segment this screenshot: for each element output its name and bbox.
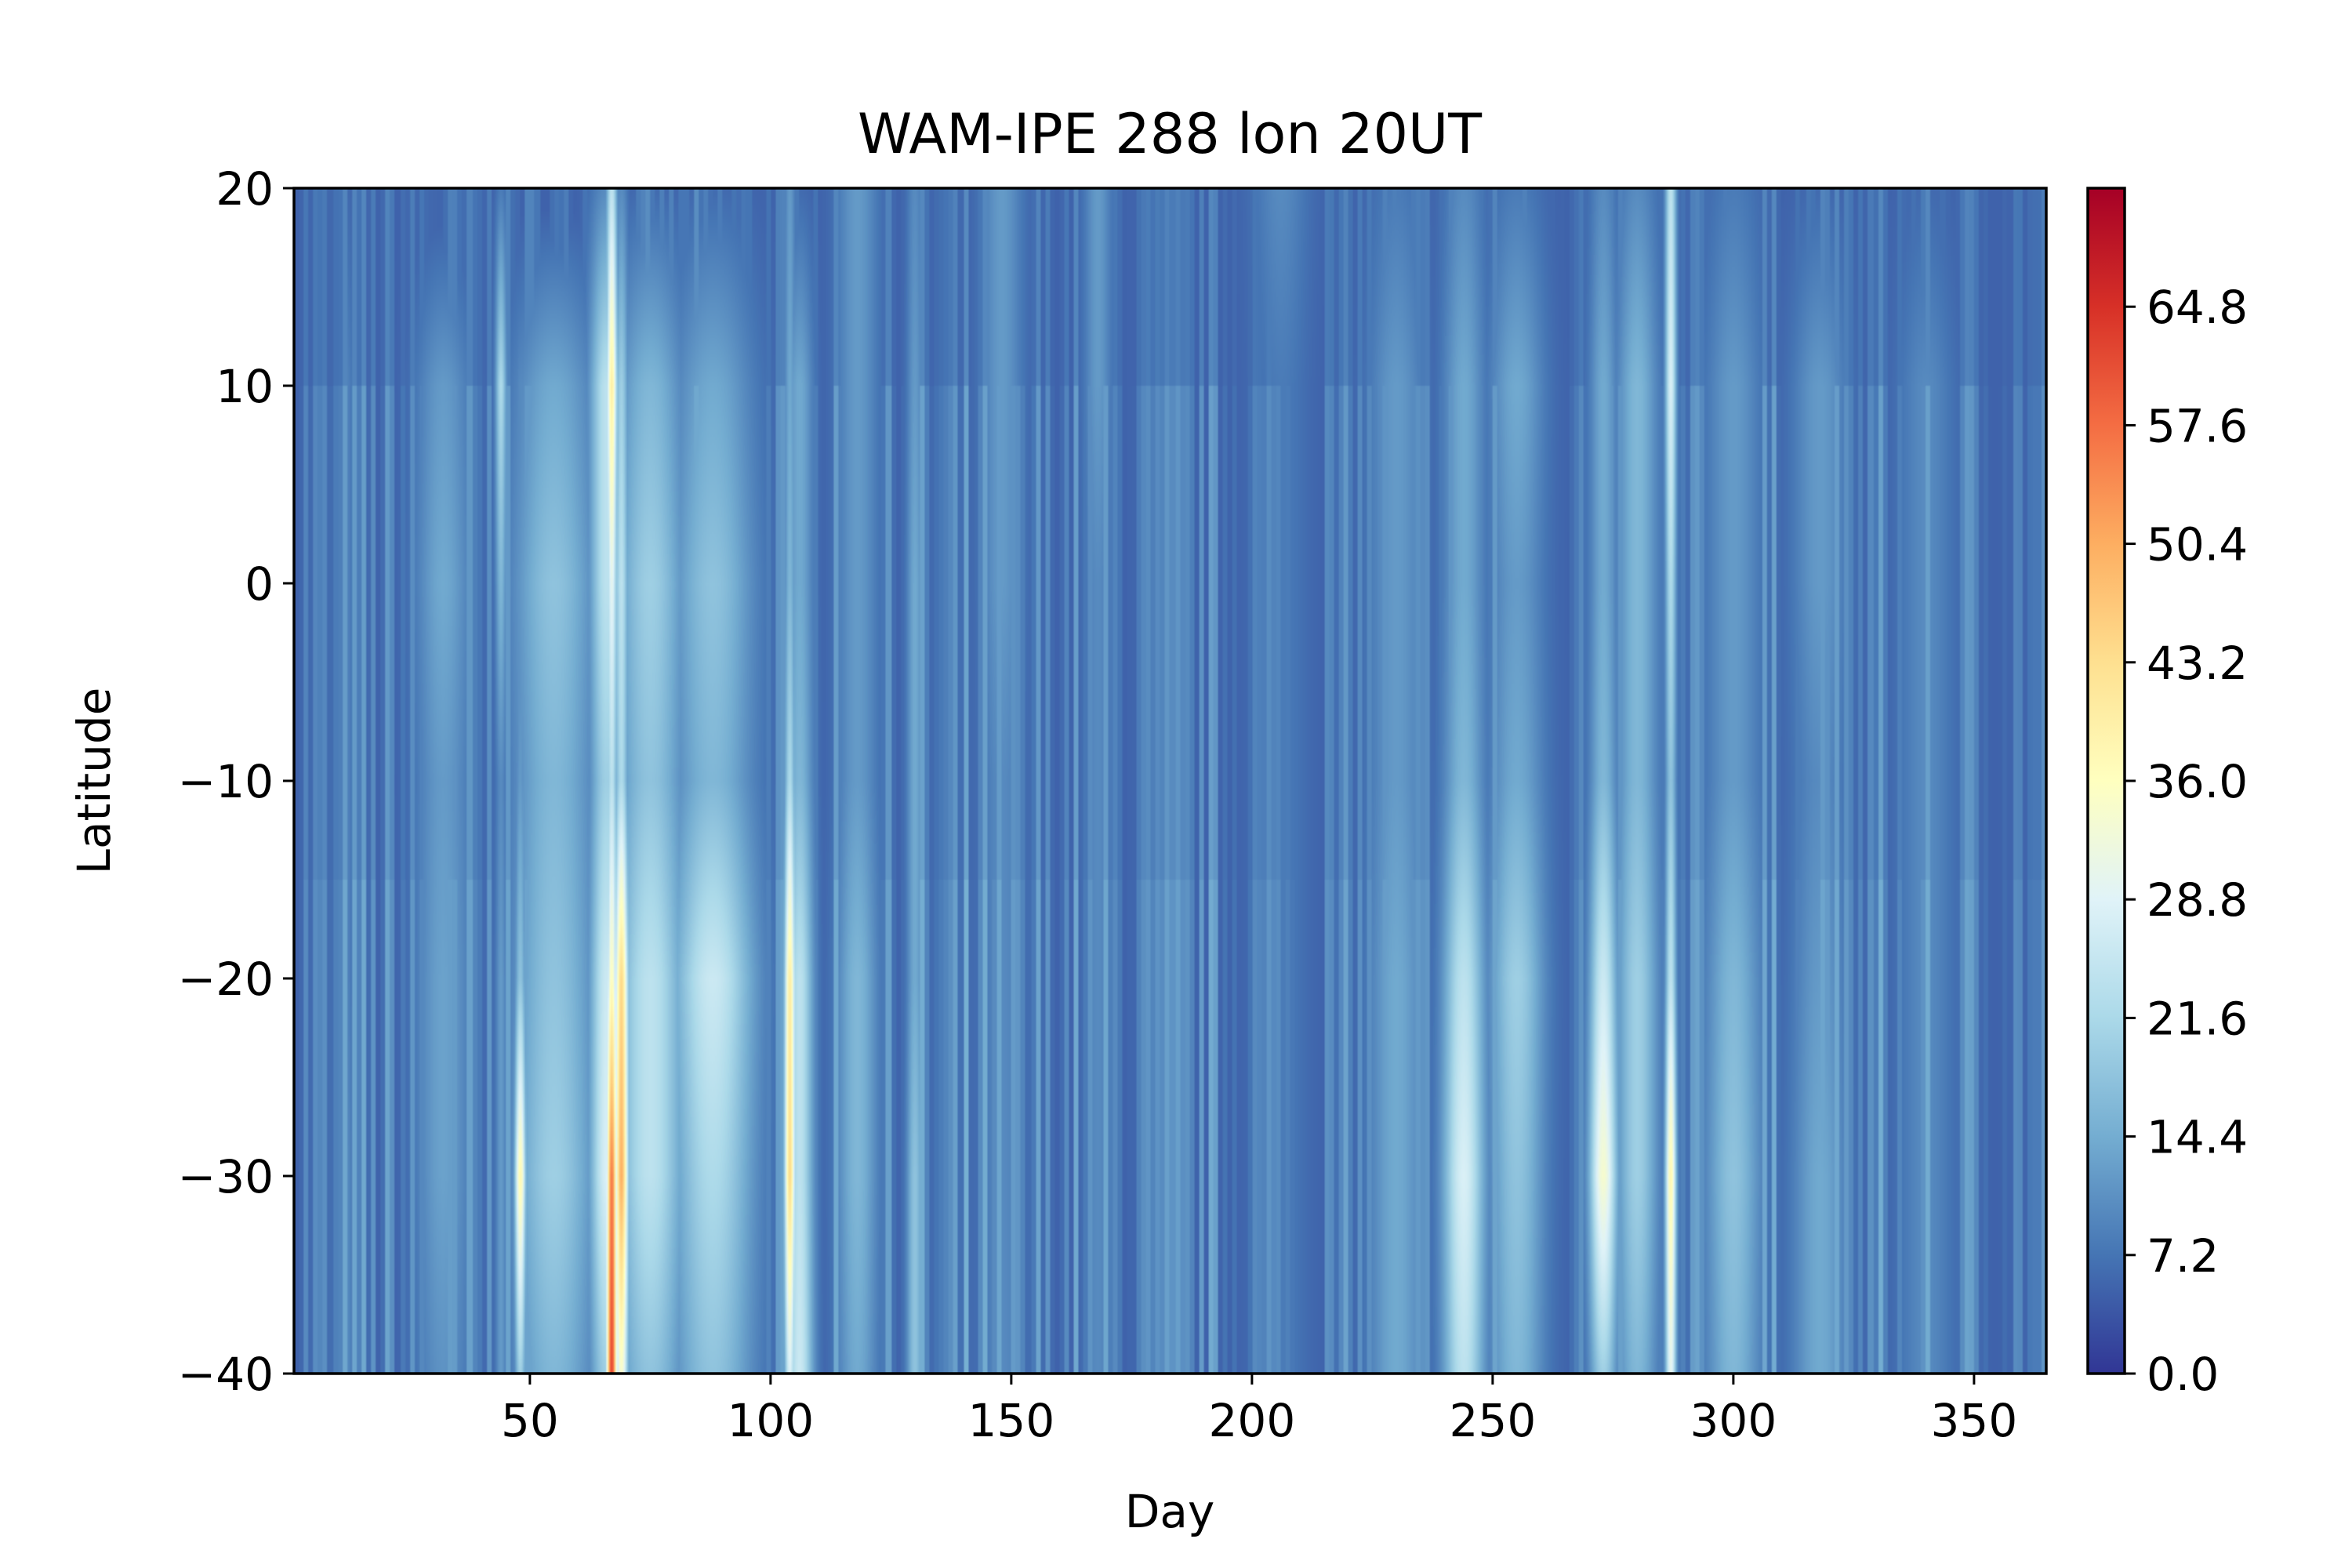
x-tick-label: 250: [1450, 1394, 1537, 1447]
colorbar-tick-label: 50.4: [2147, 518, 2248, 572]
x-tick-label: 150: [968, 1394, 1055, 1447]
colorbar-tick-label: 36.0: [2147, 755, 2248, 808]
x-tick-label: 200: [1209, 1394, 1296, 1447]
colorbar-ticks: 0.0 7.2 14.4 21.6 28.8 36.0 43.2 50.4 57.6 64.8: [2125, 281, 2248, 1401]
colorbar-tick-label: 28.8: [2147, 873, 2248, 927]
y-tick-label: −40: [178, 1348, 274, 1401]
y-tick-label: −20: [178, 953, 274, 1006]
x-tick-label: 300: [1690, 1394, 1777, 1447]
colorbar: 0.0 7.2 14.4 21.6 28.8 36.0 43.2 50.4 57.6 64.8: [2086, 187, 2248, 1401]
colorbar-tick-label: 57.6: [2147, 399, 2248, 452]
heatmap-image: [294, 188, 2046, 1374]
x-tick-label: 350: [1931, 1394, 2018, 1447]
colorbar-tick-label: 0.0: [2147, 1348, 2219, 1401]
y-tick-label: 0: [245, 557, 274, 611]
y-axis: 20 10 0 −10 −20 −30 −40: [178, 162, 294, 1401]
y-tick-label: 10: [216, 360, 274, 413]
colorbar-tick-label: 21.6: [2147, 992, 2248, 1045]
x-tick-label: 100: [728, 1394, 815, 1447]
colorbar-tick-label: 7.2: [2147, 1229, 2219, 1283]
y-tick-label: −30: [178, 1150, 274, 1203]
x-axis: 50 100 150 200 250 300 350: [501, 1374, 2017, 1447]
y-tick-label: −10: [178, 755, 274, 808]
plot-area: [292, 187, 2048, 1375]
x-axis-label: Day: [1125, 1485, 1215, 1538]
y-axis-label: Latitude: [67, 688, 121, 875]
y-tick-label: 20: [216, 162, 274, 216]
colorbar-gradient: [2088, 188, 2125, 1374]
heatmap-canvas: [294, 188, 2046, 1374]
colorbar-tick-label: 14.4: [2147, 1111, 2248, 1164]
chart-title: WAM-IPE 288 lon 20UT: [858, 102, 1482, 166]
colorbar-tick-label: 43.2: [2147, 637, 2248, 690]
colorbar-tick-label: 64.8: [2147, 281, 2248, 334]
x-tick-label: 50: [501, 1394, 559, 1447]
